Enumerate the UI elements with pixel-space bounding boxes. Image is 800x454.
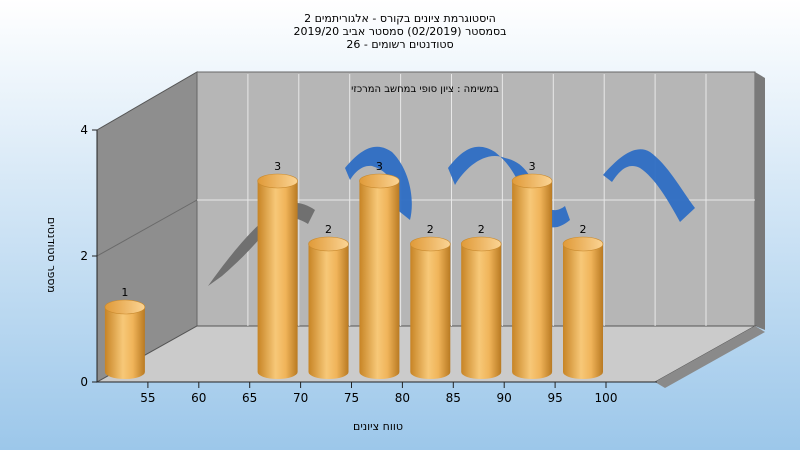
y-tick-label: 0	[80, 375, 88, 389]
x-tick-label: 75	[344, 391, 359, 405]
title-line-3: סטודנטים רשומים - 26	[346, 38, 454, 51]
bar-value-label: 1	[121, 286, 128, 299]
axes: 0 2 4 55 60 65 70 75 80 85 90 95 100	[80, 123, 657, 405]
bar-top	[460, 236, 502, 252]
right-wall-edge	[755, 72, 765, 330]
title-line-1: היסטוגרמת ציונים בקורס - אלגוריתמים 2	[304, 12, 496, 25]
bar-90: 2	[460, 223, 502, 380]
bar-value-label: 3	[376, 160, 383, 173]
x-tick-label: 60	[191, 391, 206, 405]
grid-line-wall	[96, 199, 198, 257]
bar-top	[308, 236, 349, 252]
y-tick-label: 2	[80, 249, 88, 263]
bar-value-label: 2	[580, 223, 587, 236]
floor-edge	[655, 326, 765, 388]
bar-body	[308, 244, 349, 380]
x-tick-label: 95	[547, 391, 562, 405]
bar-top	[511, 173, 553, 189]
bar-75: 2	[308, 223, 349, 380]
bar-85: 2	[409, 223, 451, 380]
blue-ribbon	[345, 146, 412, 220]
x-tick-label: 65	[242, 391, 257, 405]
bar-value-label: 3	[529, 160, 536, 173]
bar-top	[409, 236, 451, 252]
x-tick-label: 80	[395, 391, 410, 405]
bar-value-label: 2	[325, 223, 332, 236]
y-axis-label: מספר סטודנטים	[45, 217, 58, 293]
bar-value-label: 2	[427, 223, 434, 236]
y-tick-label: 4	[80, 123, 88, 137]
annotation-text: במשימה : ציון סופי במחשב המרכזי	[351, 84, 499, 95]
bar-55: 1	[104, 286, 146, 379]
x-axis-label: טווח ציונים	[353, 420, 403, 433]
x-tick-label: 55	[140, 391, 155, 405]
bar-body	[512, 181, 553, 380]
x-tick-label: 100	[595, 391, 618, 405]
gray-ribbon	[208, 202, 315, 286]
bar-value-label: 3	[274, 160, 281, 173]
bar-top	[104, 299, 146, 315]
bar-value-label: 2	[478, 223, 485, 236]
bar-top	[359, 173, 400, 189]
x-tick-label: 70	[293, 391, 308, 405]
bar-body	[359, 181, 400, 380]
chart-title: היסטוגרמת ציונים בקורס - אלגוריתמים 2 בס…	[0, 12, 800, 51]
bar-body	[104, 307, 145, 379]
bar-body	[461, 244, 502, 380]
bar-top	[562, 236, 604, 252]
x-tick-label: 85	[446, 391, 461, 405]
bar-body	[563, 244, 603, 379]
bar-70: 3	[257, 160, 298, 380]
bar-body	[410, 244, 451, 380]
bar-95: 3	[511, 160, 553, 380]
bar-top	[257, 173, 298, 189]
blue-ribbon	[603, 149, 695, 222]
bar-body	[257, 181, 298, 380]
bar-80: 3	[359, 160, 400, 380]
x-tick-label: 90	[497, 391, 512, 405]
title-line-2: בסמסטר (02/2019) סמסטר אביב 2019/20	[293, 25, 507, 38]
bar-100: 2	[562, 223, 604, 379]
bars: 1 3 2 3 2 2 3 2	[104, 160, 604, 380]
